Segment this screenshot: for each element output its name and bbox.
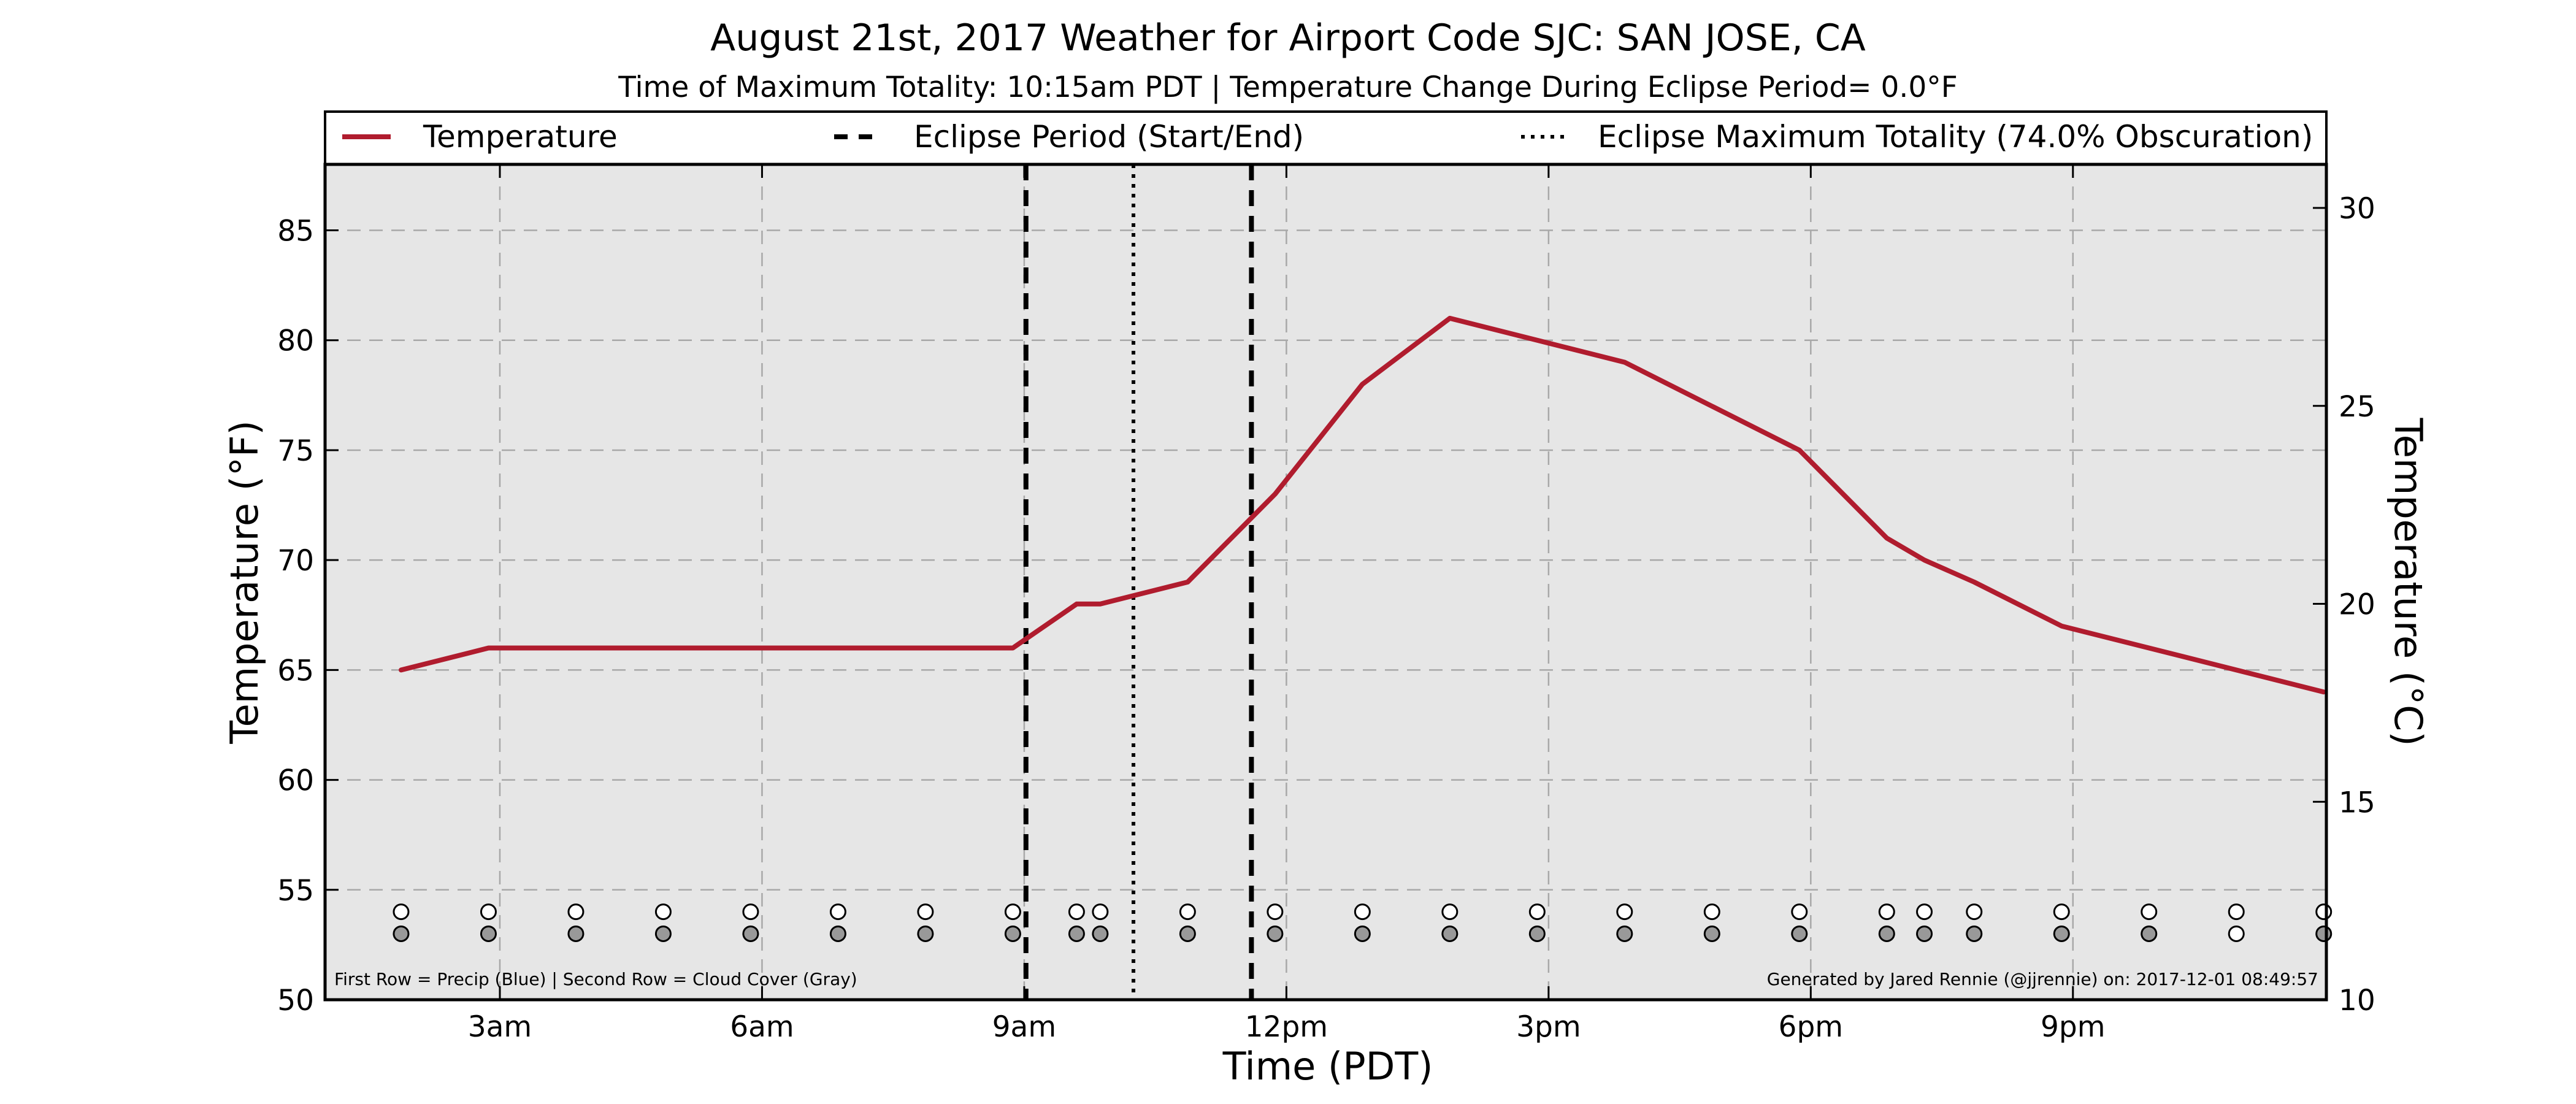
precip-marker xyxy=(1179,903,1196,921)
x-tick-label: 9pm xyxy=(2041,1010,2106,1044)
precip-marker xyxy=(654,903,672,921)
precip-marker xyxy=(1441,903,1459,921)
y-tick-label: 55 xyxy=(277,874,314,908)
cloud-cover-marker xyxy=(1791,925,1808,942)
precip-marker xyxy=(1267,903,1284,921)
y-tick-label: 65 xyxy=(277,654,314,688)
temperature-line xyxy=(399,315,2326,695)
precip-marker xyxy=(1354,903,1371,921)
x-axis-label: Time (PDT) xyxy=(1222,1044,1433,1089)
cloud-cover-marker xyxy=(1354,925,1371,942)
precip-marker xyxy=(1966,903,1983,921)
x-tick-label: 9am xyxy=(992,1010,1057,1044)
y-tick-label: 60 xyxy=(277,764,314,798)
cloud-cover-marker xyxy=(1068,925,1085,942)
x-tick-label: 6am xyxy=(730,1010,794,1044)
cloud-cover-marker xyxy=(393,925,410,942)
y-axis-label-left: Temperature (°F) xyxy=(222,420,267,744)
precip-marker xyxy=(1092,903,1109,921)
cloud-cover-marker xyxy=(1966,925,1983,942)
y-right-tick-label: 15 xyxy=(2339,786,2375,819)
precip-marker xyxy=(2228,903,2245,921)
cloud-cover-marker xyxy=(1528,925,1546,942)
cloud-cover-marker xyxy=(1878,925,1895,942)
axis-ticks: 50 55 60 65 70 75 80 85 3am 6am 9am 12pm 3pm 6pm 9pm 10… xyxy=(277,164,2375,1044)
y-right-tick-label: 25 xyxy=(2339,390,2375,424)
precip-marker xyxy=(829,903,846,921)
footnote-left: First Row = Precip (Blue) | Second Row =… xyxy=(334,969,857,989)
x-tick-label: 3am xyxy=(468,1010,532,1044)
cloud-cover-marker xyxy=(742,925,759,942)
x-tick-label: 12pm xyxy=(1245,1010,1328,1044)
precip-marker xyxy=(1004,903,1021,921)
precip-marker xyxy=(480,903,497,921)
legend-temperature-label: Temperature xyxy=(423,119,618,155)
marker-rows xyxy=(393,903,2333,942)
chart-title: August 21st, 2017 Weather for Airport Co… xyxy=(710,17,1866,59)
precip-marker xyxy=(2053,903,2070,921)
precip-marker xyxy=(567,903,585,921)
plot-frame xyxy=(323,163,2328,1002)
cloud-cover-marker xyxy=(1179,925,1196,942)
cloud-cover-marker xyxy=(1703,925,1720,942)
y-tick-label: 70 xyxy=(277,544,314,578)
y-tick-label: 75 xyxy=(277,434,314,468)
y-tick-label: 85 xyxy=(277,215,314,248)
cloud-cover-marker xyxy=(480,925,497,942)
precip-marker xyxy=(2315,903,2333,921)
cloud-cover-marker xyxy=(2315,925,2333,942)
precip-marker xyxy=(917,903,934,921)
precip-marker xyxy=(2141,903,2158,921)
precip-marker xyxy=(1068,903,1085,921)
cloud-cover-marker xyxy=(917,925,934,942)
y-right-tick-label: 30 xyxy=(2339,192,2375,226)
footnote-right: Generated by Jared Rennie (@jjrennie) on… xyxy=(1767,969,2318,989)
temperature-series xyxy=(399,315,2326,695)
y-tick-label: 80 xyxy=(277,324,314,358)
cloud-cover-marker xyxy=(1267,925,1284,942)
precip-marker xyxy=(1791,903,1808,921)
precip-marker xyxy=(1528,903,1546,921)
precip-marker xyxy=(742,903,759,921)
grid-lines xyxy=(325,164,2326,1000)
cloud-cover-marker xyxy=(1441,925,1459,942)
cloud-cover-marker xyxy=(1092,925,1109,942)
y-tick-label: 50 xyxy=(277,984,314,1018)
cloud-cover-marker xyxy=(1004,925,1021,942)
precip-marker xyxy=(393,903,410,921)
x-tick-label: 6pm xyxy=(1779,1010,1844,1044)
cloud-cover-marker xyxy=(1616,925,1633,942)
precip-marker xyxy=(1703,903,1720,921)
y-right-tick-label: 20 xyxy=(2339,588,2375,622)
chart-subtitle: Time of Maximum Totality: 10:15am PDT | … xyxy=(618,71,1958,104)
cloud-cover-marker xyxy=(567,925,585,942)
legend-eclipse-max-label: Eclipse Maximum Totality (74.0% Obscurat… xyxy=(1598,119,2313,155)
eclipse-lines xyxy=(1023,164,1254,1000)
cloud-cover-marker xyxy=(2228,925,2245,942)
cloud-cover-marker xyxy=(1916,925,1933,942)
cloud-cover-marker xyxy=(829,925,846,942)
x-tick-label: 3pm xyxy=(1516,1010,1581,1044)
precip-marker xyxy=(1616,903,1633,921)
plot-area xyxy=(325,164,2326,1000)
precip-marker xyxy=(1916,903,1933,921)
y-right-tick-label: 10 xyxy=(2339,984,2375,1018)
legend-eclipse-period-label: Eclipse Period (Start/End) xyxy=(914,119,1304,155)
cloud-cover-marker xyxy=(654,925,672,942)
cloud-cover-marker xyxy=(2141,925,2158,942)
precip-marker xyxy=(1878,903,1895,921)
cloud-cover-marker xyxy=(2053,925,2070,942)
y-axis-label-right: Temperature (°C) xyxy=(2386,417,2431,746)
